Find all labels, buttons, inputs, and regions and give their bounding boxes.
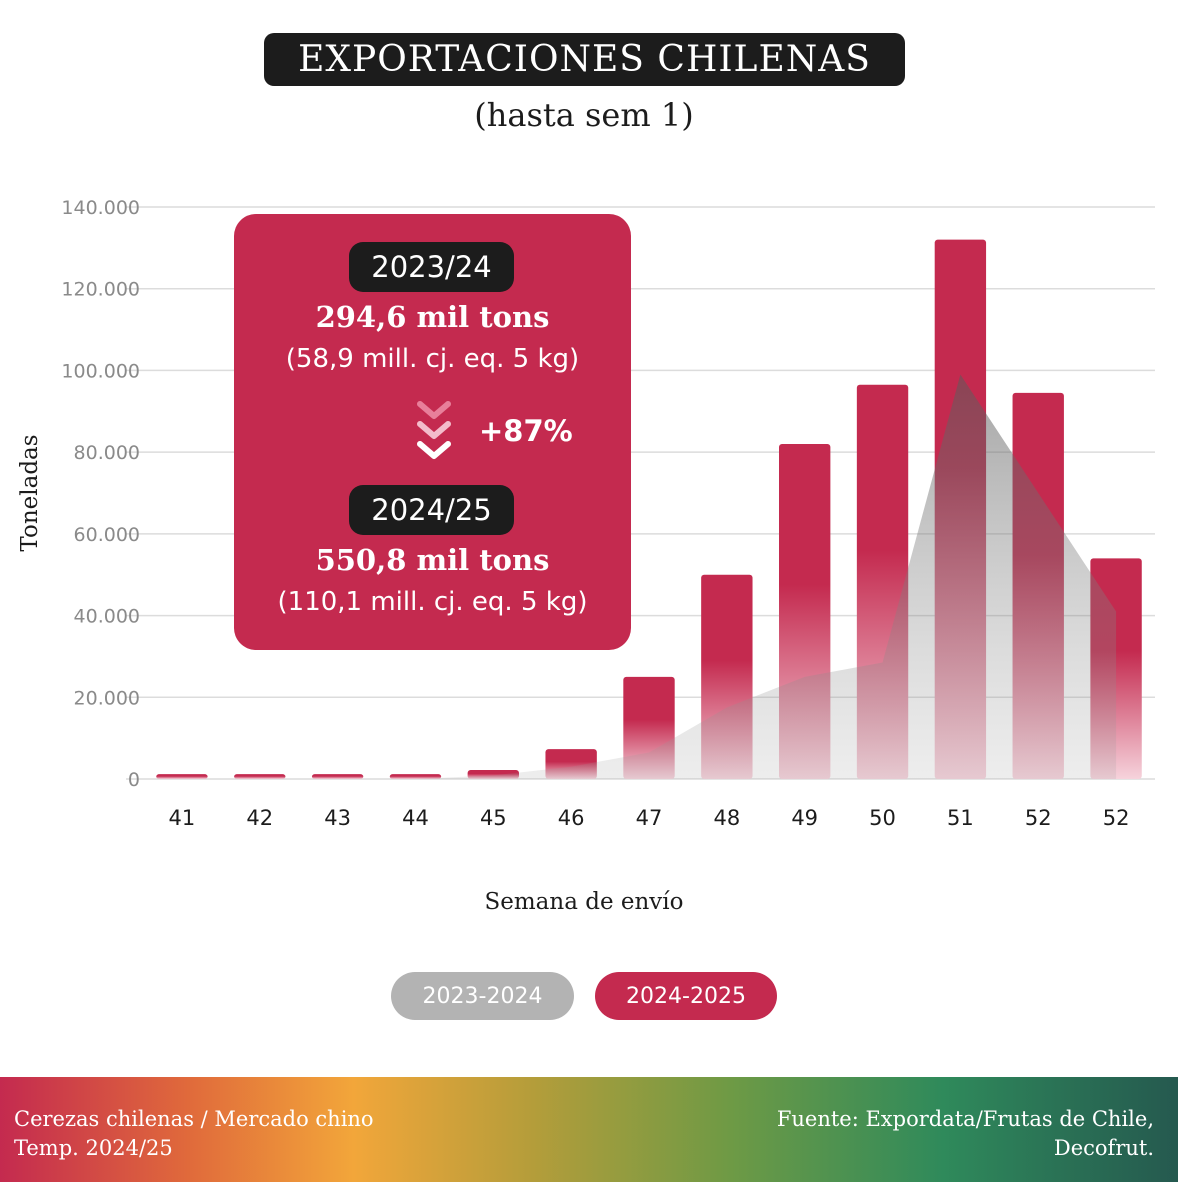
bar <box>389 774 442 779</box>
tons-2023-24: 294,6 mil tons <box>315 300 550 334</box>
footer-topic: Cerezas chilenas / Mercado chino <box>14 1107 374 1131</box>
chevrons-down-icon <box>417 401 451 459</box>
x-tick-label: 43 <box>324 806 351 830</box>
chart-title: EXPORTACIONES CHILENAS <box>264 33 905 86</box>
y-tick-label: 60.000 <box>74 524 140 546</box>
y-axis-ticks: 0 20.000 40.000 60.000 80.000 100.000 120.000 1… <box>61 197 140 791</box>
x-tick-label: 50 <box>869 806 896 830</box>
area-series <box>143 374 1117 779</box>
x-tick-label: 46 <box>558 806 585 830</box>
x-tick-label: 51 <box>947 806 974 830</box>
y-tick-label: 40.000 <box>74 606 140 628</box>
footer-source-line1: Fuente: Expordata/Frutas de Chile, <box>776 1107 1154 1131</box>
season-2023-24-badge: 2023/24 <box>349 242 514 292</box>
area-2023-2024 <box>143 374 1117 779</box>
bar <box>311 774 364 779</box>
bar <box>234 774 286 779</box>
x-tick-label: 42 <box>246 806 273 830</box>
x-tick-label: 52 <box>1103 806 1130 830</box>
x-tick-label: 44 <box>402 806 429 830</box>
y-axis-title: Toneladas <box>17 434 43 551</box>
y-tick-label: 140.000 <box>61 197 140 219</box>
boxes-2023-24: (58,9 mill. cj. eq. 5 kg) <box>285 344 580 374</box>
footer-left: Cerezas chilenas / Mercado chino Temp. 2… <box>14 1105 374 1163</box>
x-tick-label: 52 <box>1025 806 1052 830</box>
y-tick-label: 80.000 <box>74 442 140 464</box>
y-tick-label: 120.000 <box>61 279 140 301</box>
y-tick-label: 100.000 <box>61 360 140 382</box>
x-axis-title: Semana de envío <box>485 889 684 915</box>
x-tick-label: 45 <box>480 806 507 830</box>
chart-subtitle: (hasta sem 1) <box>474 96 694 134</box>
y-tick-label: 20.000 <box>74 687 140 709</box>
x-tick-label: 41 <box>169 806 196 830</box>
x-tick-label: 49 <box>791 806 818 830</box>
legend-2023-2024: 2023-2024 <box>391 972 574 1020</box>
tons-2024-25: 550,8 mil tons <box>315 543 550 577</box>
x-tick-label: 47 <box>636 806 663 830</box>
footer-bar: Cerezas chilenas / Mercado chino Temp. 2… <box>0 1077 1178 1182</box>
footer-source-line2: Decofrut. <box>1053 1136 1154 1160</box>
x-axis-ticks: 41 42 43 44 45 46 47 48 49 50 51 52 52 <box>169 806 1130 830</box>
growth-percent: +87% <box>479 414 573 448</box>
x-tick-label: 48 <box>713 806 740 830</box>
bar <box>156 774 208 779</box>
footer-season: Temp. 2024/25 <box>14 1136 173 1160</box>
summary-callout: 2023/24 294,6 mil tons (58,9 mill. cj. e… <box>234 214 631 650</box>
boxes-2024-25: (110,1 mill. cj. eq. 5 kg) <box>277 587 588 617</box>
legend-2024-2025: 2024-2025 <box>595 972 777 1020</box>
y-tick-label: 0 <box>128 769 140 791</box>
footer-source: Fuente: Expordata/Frutas de Chile, Decof… <box>777 1105 1154 1163</box>
season-2024-25-badge: 2024/25 <box>349 485 514 535</box>
